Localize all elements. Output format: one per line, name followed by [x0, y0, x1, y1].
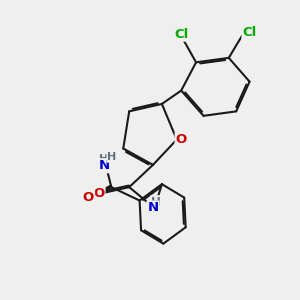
Text: O: O: [93, 187, 104, 200]
Text: O: O: [83, 191, 94, 204]
Text: H: H: [99, 154, 109, 164]
Text: O: O: [176, 133, 187, 146]
Text: H: H: [107, 152, 117, 162]
Text: N: N: [98, 159, 110, 172]
Text: N: N: [147, 202, 158, 214]
Text: H: H: [151, 196, 161, 209]
Text: Cl: Cl: [174, 28, 188, 40]
Text: Cl: Cl: [242, 26, 257, 39]
